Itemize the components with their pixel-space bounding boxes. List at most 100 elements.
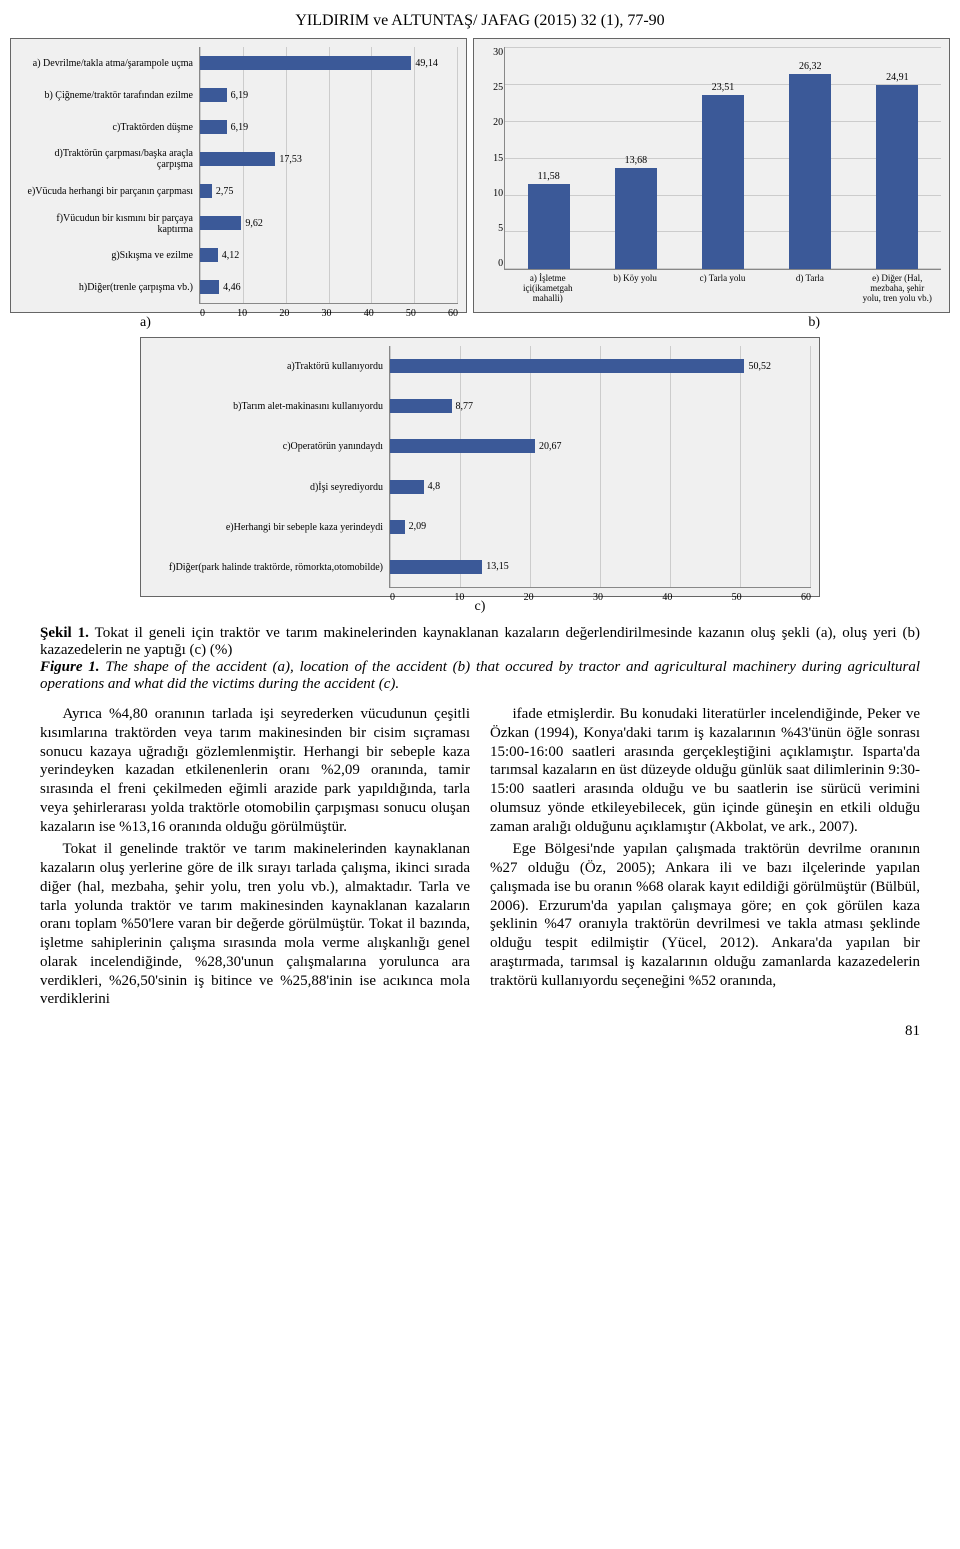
- hbar-bar: [200, 216, 241, 230]
- hbar-label: c)Traktörden düşme: [19, 114, 193, 140]
- hbar-value: 8,77: [456, 401, 474, 412]
- hbar-bar: [200, 152, 275, 166]
- ytick: 25: [483, 82, 503, 93]
- hbar-bar: [200, 56, 411, 70]
- hbar-label: e)Vücuda herhangi bir parçanın çarpması: [19, 179, 193, 205]
- hbar-label: d)Traktörün çarpması/başka araçla çarpış…: [19, 146, 193, 172]
- ytick: 20: [483, 117, 503, 128]
- hbar-label: b)Tarım alet-makinasını kullanıyordu: [149, 393, 383, 419]
- xtick: 10: [454, 592, 464, 603]
- xtick: 20: [279, 308, 289, 319]
- xtick: 60: [448, 308, 458, 319]
- ytick: 0: [483, 258, 503, 269]
- chart-a-xticks: 0 10 20 30 40 50 60: [200, 308, 458, 319]
- chart-c-xticks: 0 10 20 30 40 50 60: [390, 592, 811, 603]
- hbar-value: 20,67: [539, 441, 562, 452]
- body-p2: Tokat il genelinde traktör ve tarım maki…: [40, 840, 470, 1009]
- hbar-label: b) Çiğneme/traktör tarafından ezilme: [19, 82, 193, 108]
- page-number: 81: [0, 1019, 960, 1052]
- vbar-xlabel: a) İşletme içi(ikametgah mahalli): [513, 274, 583, 304]
- hbar-value: 17,53: [279, 154, 302, 165]
- ytick: 10: [483, 188, 503, 199]
- hbar-value: 4,46: [223, 282, 241, 293]
- hbar-bar: [200, 248, 218, 262]
- xtick: 30: [322, 308, 332, 319]
- vbar-bar: [702, 95, 744, 269]
- vbar-bar: [615, 168, 657, 269]
- hbar-bar: [390, 520, 405, 534]
- chart-c-ylabels: a)Traktörü kullanıyordu b)Tarım alet-maki…: [149, 346, 389, 588]
- sekil-label: Şekil 1.: [40, 625, 89, 641]
- xtick: 40: [364, 308, 374, 319]
- vbar-bar: [789, 74, 831, 269]
- hbar-bar: [390, 359, 744, 373]
- chart-b-plot: 051015202530 11,5813,6823,5126,3224,91: [504, 47, 941, 270]
- xtick: 60: [801, 592, 811, 603]
- hbar-label: g)Sıkışma ve ezilme: [19, 243, 193, 269]
- sekil-text: Tokat il geneli için traktör ve tarım ma…: [40, 625, 920, 658]
- hbar-bar: [200, 120, 227, 134]
- xtick: 40: [662, 592, 672, 603]
- xtick: 50: [406, 308, 416, 319]
- xtick: 30: [593, 592, 603, 603]
- hbar-value: 49,14: [415, 58, 438, 69]
- chart-a-ylabels: a) Devrilme/takla atma/şarampole uçma b) …: [19, 47, 199, 304]
- sublabel-a: a): [140, 315, 151, 331]
- vbar-xlabel: e) Diğer (Hal, mezbaha, şehir yolu, tren…: [862, 274, 932, 304]
- xtick: 20: [524, 592, 534, 603]
- body-p3: ifade etmişlerdir. Bu konudaki literatür…: [490, 705, 920, 836]
- hbar-bar: [390, 399, 452, 413]
- sublabel-b: b): [808, 315, 820, 331]
- hbar-label: e)Herhangi bir sebeple kaza yerindeydi: [149, 514, 383, 540]
- hbar-value: 6,19: [231, 122, 249, 133]
- xtick: 0: [200, 308, 205, 319]
- ytick: 15: [483, 153, 503, 164]
- hbar-bar: [390, 560, 482, 574]
- hbar-bar: [390, 439, 535, 453]
- vbar-xlabel: c) Tarla yolu: [688, 274, 758, 304]
- chart-c-plot: 50,528,7720,674,82,0913,15 0102030405060: [389, 346, 811, 588]
- hbar-label: h)Diğer(trenle çarpışma vb.): [19, 275, 193, 301]
- hbar-label: c)Operatörün yanındaydı: [149, 434, 383, 460]
- hbar-value: 50,52: [748, 361, 771, 372]
- xtick: 50: [732, 592, 742, 603]
- chart-c: a)Traktörü kullanıyordu b)Tarım alet-maki…: [140, 337, 820, 597]
- charts-row: a) Devrilme/takla atma/şarampole uçma b) …: [0, 38, 960, 313]
- body-p1: Ayrıca %4,80 oranının tarlada işi seyred…: [40, 705, 470, 836]
- hbar-value: 6,19: [231, 90, 249, 101]
- vbar-bar: [876, 85, 918, 270]
- hbar-value: 13,15: [486, 561, 509, 572]
- hbar-bar: [200, 88, 227, 102]
- figure-caption: Şekil 1. Tokat il geneli için traktör ve…: [0, 621, 960, 699]
- ytick: 30: [483, 47, 503, 58]
- body-text: Ayrıca %4,80 oranının tarlada işi seyred…: [0, 699, 960, 1019]
- vbar-xlabel: b) Köy yolu: [600, 274, 670, 304]
- vbar-value: 11,58: [538, 171, 560, 182]
- vbar-bar: [528, 184, 570, 270]
- hbar-value: 4,12: [222, 250, 240, 261]
- vbar-value: 26,32: [799, 61, 822, 72]
- hbar-label: a)Traktörü kullanıyordu: [149, 353, 383, 379]
- hbar-label: f)Vücudun bir kısmını bir parçaya kaptır…: [19, 211, 193, 237]
- hbar-label: d)İşi seyrediyordu: [149, 474, 383, 500]
- vbar-value: 13,68: [625, 155, 648, 166]
- xtick: 0: [390, 592, 395, 603]
- hbar-value: 4,8: [428, 481, 441, 492]
- hbar-label: a) Devrilme/takla atma/şarampole uçma: [19, 50, 193, 76]
- chart-a: a) Devrilme/takla atma/şarampole uçma b) …: [10, 38, 467, 313]
- chart-a-plot: 49,146,196,1917,532,759,624,124,46 01020…: [199, 47, 458, 304]
- figure-label: Figure 1.: [40, 659, 100, 675]
- hbar-bar: [200, 184, 212, 198]
- page-header: YILDIRIM ve ALTUNTAŞ/ JAFAG (2015) 32 (1…: [0, 0, 960, 38]
- hbar-value: 2,75: [216, 186, 234, 197]
- hbar-value: 2,09: [409, 521, 427, 532]
- chart-b-xlabels: a) İşletme içi(ikametgah mahalli) b) Köy …: [504, 274, 941, 304]
- hbar-value: 9,62: [245, 218, 263, 229]
- vbar-xlabel: d) Tarla: [775, 274, 845, 304]
- hbar-bar: [390, 480, 424, 494]
- xtick: 10: [237, 308, 247, 319]
- figure-text: The shape of the accident (a), location …: [40, 659, 920, 692]
- ytick: 5: [483, 223, 503, 234]
- vbar-value: 23,51: [712, 82, 735, 93]
- sublabel-row-ab: a) b): [0, 313, 960, 337]
